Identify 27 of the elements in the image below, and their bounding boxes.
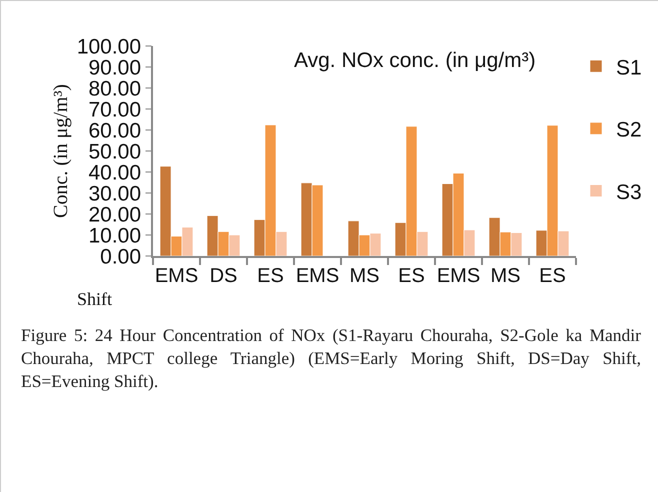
y-tick-label: 0.00 [100, 245, 142, 268]
x-tick-label: EMS [436, 264, 480, 287]
y-tick-label: 30.00 [88, 182, 142, 206]
y-axis-title: Conc. (in μg/m³) [50, 84, 72, 218]
y-tick-label: 60.00 [88, 119, 142, 142]
y-tick-label: 80.00 [88, 77, 142, 100]
x-tick-label: ES [257, 264, 284, 287]
caption: Figure 5: 24 Hour Concentration of NOx (S1-Rayaru Chouraha, S2-Gole ka Mandir Chouraha, MPCT college Triangle) (EMS=Early Moring Shift, DS=Day Shift, ES=Evening Shift). [21, 324, 641, 393]
x-tick-label: EMS [296, 264, 340, 287]
y-tick-label: 20.00 [88, 203, 142, 226]
legend-label: S1 [616, 56, 642, 80]
x-tick-label: EMS [154, 264, 198, 287]
x-tick-label: MS [490, 264, 520, 287]
x-axis-title: Shift [77, 289, 112, 309]
legend-label: S2 [616, 118, 642, 142]
y-tick-label: 50.00 [88, 140, 142, 164]
y-tick-label: 70.00 [88, 98, 142, 122]
x-tick-label: ES [398, 264, 425, 287]
legend-label: S3 [616, 180, 642, 204]
x-tick-label: DS [210, 264, 238, 287]
x-tick-label: ES [539, 264, 566, 287]
chart-title: Avg. NOx conc. (in μg/m³) [294, 49, 536, 72]
x-tick-label: MS [350, 264, 380, 287]
y-tick-label: 100.00 [76, 35, 142, 58]
y-tick-label: 40.00 [88, 161, 142, 184]
y-tick-label: 90.00 [88, 56, 142, 80]
y-tick-label: 10.00 [88, 224, 142, 248]
